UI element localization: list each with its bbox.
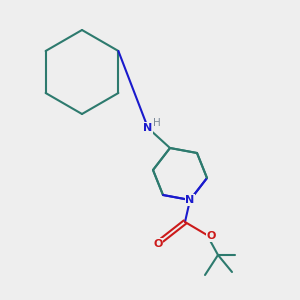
Text: H: H — [153, 118, 161, 128]
Text: N: N — [185, 195, 195, 205]
Text: N: N — [143, 123, 153, 133]
Text: O: O — [153, 239, 163, 249]
Text: O: O — [206, 231, 216, 241]
